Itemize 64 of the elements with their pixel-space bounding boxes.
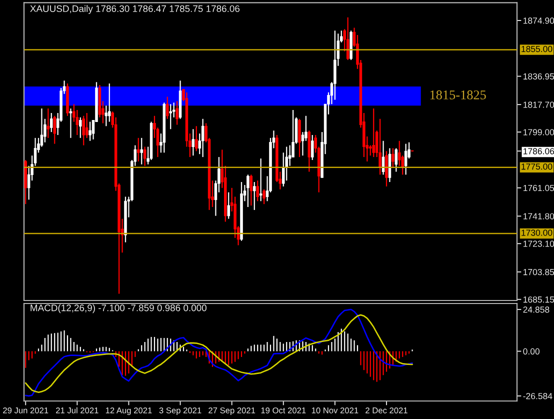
x-tick-label: 21 Jul 2021: [56, 407, 98, 414]
candlestick: [346, 16, 350, 61]
chart-title: MACD(12,26,9) -7.100 -7.859 0.986 0.000: [30, 304, 206, 314]
candlestick: [88, 121, 92, 142]
candlestick: [53, 115, 56, 144]
y-tick-label: 1685.15: [524, 296, 554, 303]
y-tick-label: 1741.80: [524, 213, 554, 220]
candlestick: [85, 112, 88, 138]
x-tick-label: 19 Oct 2021: [261, 407, 306, 414]
candlestick: [46, 108, 50, 138]
candlestick: [104, 105, 108, 127]
band-label: 1815-1825: [430, 90, 486, 100]
y-tick-label: 1786.06: [524, 148, 554, 154]
candlestick: [385, 150, 388, 187]
y-tick-label: 1836.95: [524, 73, 554, 80]
candlestick: [140, 137, 143, 165]
x-tick-label: 3 Sep 2021: [159, 407, 202, 416]
ref-line-label: 1730.00: [522, 230, 552, 236]
candlestick: [256, 180, 259, 202]
x-tick-label: 2 Dec 2021: [366, 407, 408, 414]
x-tick-label: 27 Sep 2021: [208, 407, 256, 416]
candlestick: [169, 104, 172, 130]
candlestick: [69, 108, 72, 138]
y-tick-label: 1874.90: [524, 18, 554, 24]
candlestick: [394, 148, 398, 172]
y-tick-label: 0.00: [523, 348, 540, 354]
candlestick: [176, 100, 178, 126]
candlestick: [227, 192, 230, 220]
candlestick: [192, 128, 195, 156]
candlestick: [392, 148, 394, 168]
candlestick: [79, 116, 82, 138]
y-tick-label: 1703.85: [524, 268, 554, 276]
candlestick: [50, 112, 53, 133]
candlestick: [404, 143, 408, 176]
candlestick: [137, 137, 140, 162]
candlestick: [108, 82, 111, 122]
candlestick: [369, 144, 372, 156]
candlestick: [378, 118, 382, 176]
y-tick-label: 1817.70: [524, 102, 554, 108]
x-tick-label: 10 Nov 2021: [312, 407, 358, 414]
y-tick-label: 1799.00: [524, 129, 554, 136]
candlestick: [298, 118, 301, 158]
x-tick-label: 29 Jun 2021: [3, 407, 48, 414]
candlestick: [250, 174, 253, 206]
ref-line-label: 1775.00: [522, 163, 552, 170]
candlestick: [195, 126, 198, 152]
chart-title: XAUUSD,Daily 1786.30 1786.47 1785.75 1786.06: [30, 5, 240, 14]
candlestick: [82, 115, 85, 146]
y-tick-label: -26.584: [523, 392, 552, 400]
candlestick: [246, 174, 250, 208]
x-tick-label: 12 Aug 2021: [106, 407, 152, 416]
candlestick: [262, 188, 266, 205]
candlestick: [311, 134, 314, 161]
candlestick: [372, 108, 375, 158]
ref-line-label: 1855.00: [522, 46, 552, 52]
candlestick: [334, 30, 336, 100]
candlestick: [259, 158, 262, 202]
candlestick: [253, 181, 256, 211]
candlestick: [201, 118, 204, 158]
y-tick-label: 1761.05: [524, 184, 554, 192]
y-tick-label: 24.858: [523, 306, 550, 313]
y-tick-label: 1723.10: [524, 240, 554, 247]
candlestick: [166, 96, 169, 120]
candlestick: [143, 146, 146, 166]
